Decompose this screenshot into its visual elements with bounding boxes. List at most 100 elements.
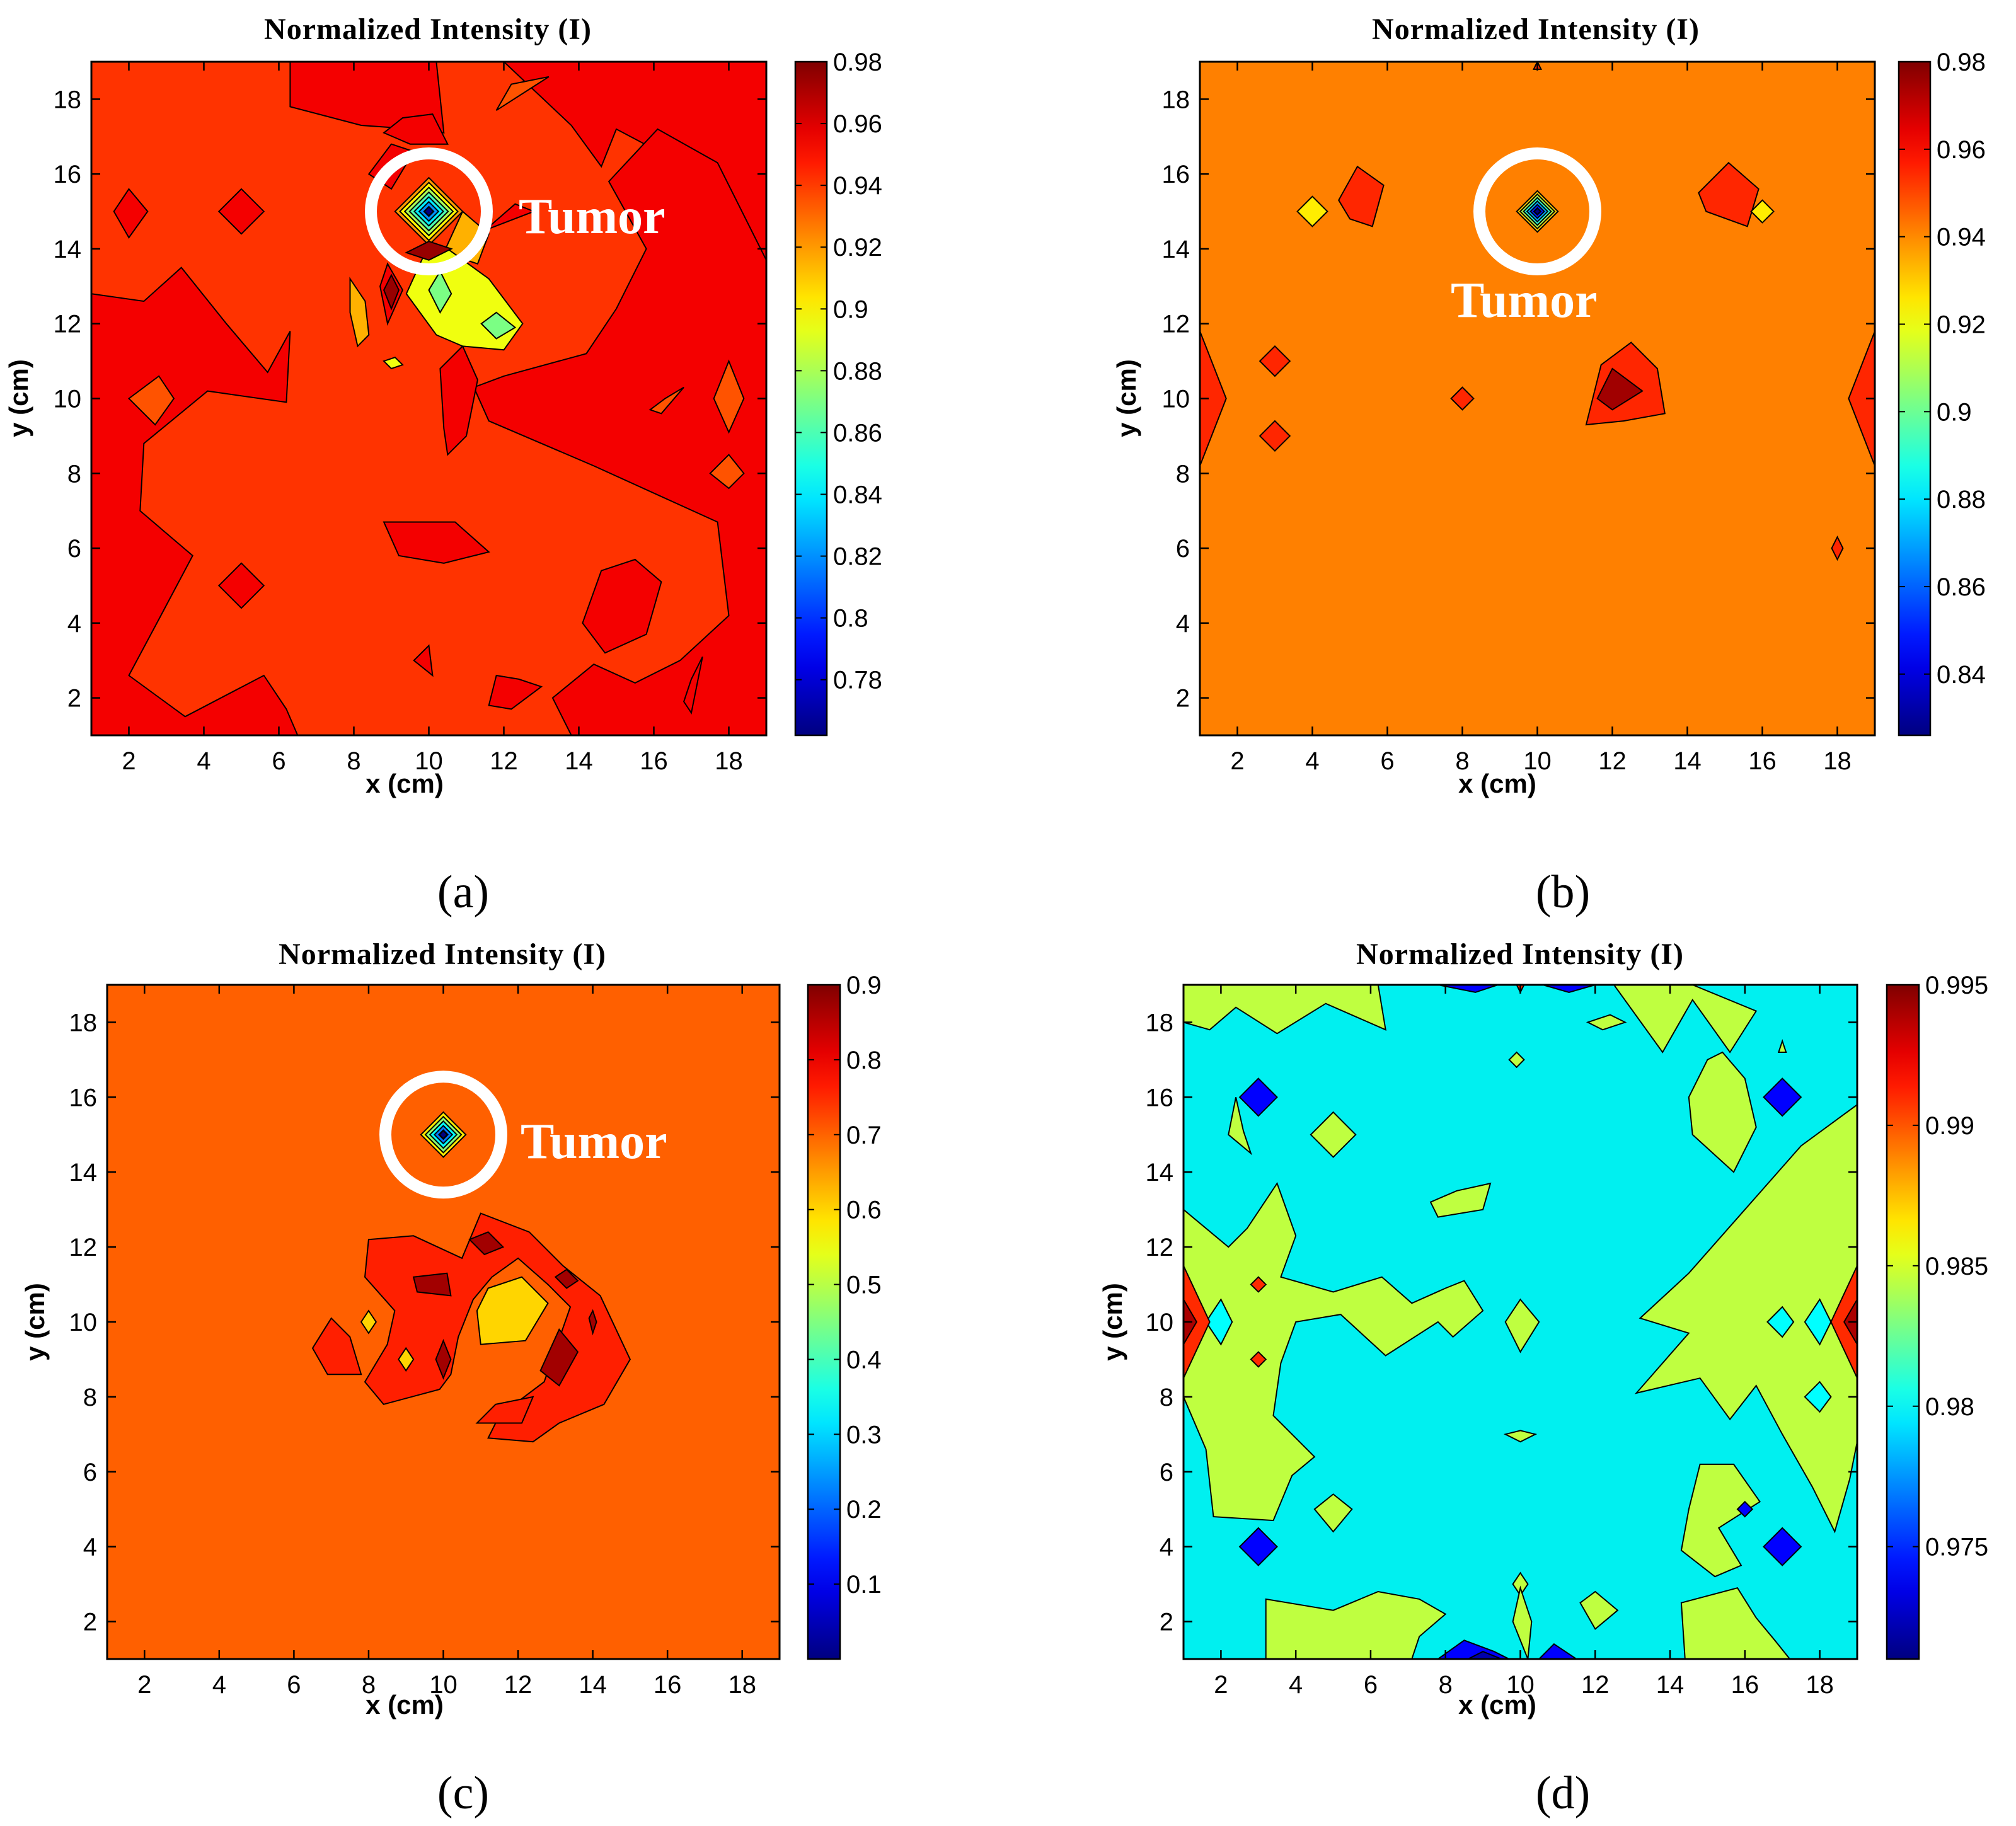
panel-title: Normalized Intensity (I) <box>279 938 606 971</box>
colorbar <box>1898 60 1932 737</box>
x-axis-label: x (cm) <box>366 1690 444 1720</box>
x-tick-label: 10 <box>1523 747 1552 775</box>
x-tick-label: 14 <box>1673 747 1702 775</box>
contour-region <box>1238 1077 1278 1117</box>
contour-region <box>1184 985 1386 1035</box>
y-tick-label: 6 <box>83 1459 97 1486</box>
contour-region <box>1265 1590 1447 1659</box>
y-tick-label: 16 <box>1162 161 1190 188</box>
contour-region <box>1688 1051 1757 1173</box>
contour-region <box>383 357 404 370</box>
contour-region <box>1831 535 1844 561</box>
contour-region <box>1736 1500 1754 1518</box>
colorbar-tick-label: 0.6 <box>846 1197 882 1224</box>
panel-title: Normalized Intensity (I) <box>1372 13 1700 46</box>
contour-region <box>480 311 517 340</box>
panel-b: Normalized Intensity (I) (b) 2 4 6 8 10 12 14 1… <box>1112 13 1986 918</box>
x-tick-label: 8 <box>347 747 360 775</box>
contour-region <box>91 62 445 134</box>
panel-subcaption: (d) <box>1536 1767 1590 1819</box>
colorbar-tick-label: 0.975 <box>1925 1534 1988 1561</box>
colorbar-tick-label: 0.7 <box>846 1122 882 1149</box>
contour-region <box>383 273 400 311</box>
x-tick-label: 12 <box>504 1671 533 1699</box>
colorbar-tick-label: 0.985 <box>1925 1253 1988 1280</box>
x-tick-label: 18 <box>728 1671 756 1699</box>
x-tick-label: 4 <box>197 747 210 775</box>
contour-region <box>311 1317 362 1375</box>
contour-region <box>1579 1590 1619 1630</box>
colorbar-tick-label: 0.96 <box>1937 136 1986 164</box>
y-tick-label: 12 <box>69 1234 98 1261</box>
contour-region <box>1750 199 1775 224</box>
y-tick-label: 6 <box>67 535 81 563</box>
colorbar-tick-label: 0.9 <box>846 972 882 999</box>
y-tick-label: 10 <box>69 1309 98 1336</box>
y-tick-label: 10 <box>1146 1309 1174 1336</box>
colorbar-tick-label: 0.99 <box>1925 1112 1974 1140</box>
x-tick-label: 10 <box>429 1671 458 1699</box>
panel-a: Normalized Intensity (I) (a) 2 4 6 8 10 12 14 1… <box>4 13 882 918</box>
y-tick-label: 6 <box>1176 535 1190 563</box>
colorbar-tick-label: 0.995 <box>1925 972 1988 999</box>
contour-region <box>405 241 453 261</box>
contour-region <box>1259 420 1291 452</box>
y-tick-label: 8 <box>1176 460 1190 488</box>
y-tick-label: 14 <box>54 236 82 263</box>
contour-region <box>588 1309 597 1336</box>
y-tick-label: 12 <box>54 311 82 338</box>
contour-layer <box>311 1111 631 1443</box>
y-tick-label: 16 <box>1146 1084 1174 1111</box>
contour-region <box>398 1347 415 1372</box>
contour-region <box>1228 1097 1252 1156</box>
y-tick-label: 14 <box>69 1159 98 1186</box>
colorbar-tick-label: 0.8 <box>833 605 868 633</box>
contour-region <box>1296 195 1328 227</box>
y-tick-label: 4 <box>67 610 81 638</box>
contour-region <box>1310 1111 1357 1158</box>
x-tick-label: 4 <box>212 1671 226 1699</box>
contour-region <box>1596 367 1644 411</box>
contour-region <box>435 1339 452 1380</box>
panel-subcaption: (b) <box>1536 866 1590 918</box>
colorbar-tick-label: 0.88 <box>833 357 882 385</box>
contour-region <box>539 1328 579 1387</box>
colorbar-tick-label: 0.9 <box>833 296 868 323</box>
contour-region <box>1238 1527 1278 1566</box>
contour-region <box>413 644 434 677</box>
contour-region <box>1680 1587 1791 1659</box>
x-tick-label: 2 <box>122 747 135 775</box>
contour-region <box>1313 1493 1353 1533</box>
contour-region <box>475 1396 534 1424</box>
x-tick-label: 14 <box>579 1671 607 1699</box>
x-tick-label: 4 <box>1305 747 1319 775</box>
contour-region <box>1250 1351 1267 1368</box>
y-tick-label: 12 <box>1162 311 1190 338</box>
contour-region <box>217 188 265 235</box>
y-tick-label: 2 <box>83 1609 97 1636</box>
colorbar-tick-label: 0.86 <box>833 419 882 447</box>
colorbar-tick-label: 0.4 <box>846 1346 882 1374</box>
tumor-label: Tumor <box>521 1114 667 1169</box>
contour-region <box>554 1268 579 1289</box>
contour-region <box>1200 331 1227 466</box>
y-tick-label: 8 <box>67 460 81 488</box>
x-tick-label: 16 <box>640 747 668 775</box>
colorbar-tick-label: 0.1 <box>846 1571 882 1599</box>
contour-region <box>1508 1051 1525 1069</box>
contour-layer <box>1184 985 1857 1659</box>
contour-region <box>683 656 703 715</box>
contour-region <box>1503 1430 1538 1443</box>
x-tick-label: 18 <box>1823 747 1852 775</box>
contour-region <box>709 454 745 490</box>
contour-region <box>1848 331 1875 466</box>
colorbar-tick-label: 0.82 <box>833 543 882 571</box>
contour-region <box>1613 985 1758 1054</box>
contour-region <box>1429 1182 1492 1218</box>
x-tick-label: 18 <box>715 747 743 775</box>
x-tick-label: 12 <box>490 747 518 775</box>
y-tick-label: 4 <box>1176 610 1190 638</box>
contour-region <box>1467 1651 1502 1659</box>
colorbar-tick-label: 0.94 <box>833 172 882 200</box>
